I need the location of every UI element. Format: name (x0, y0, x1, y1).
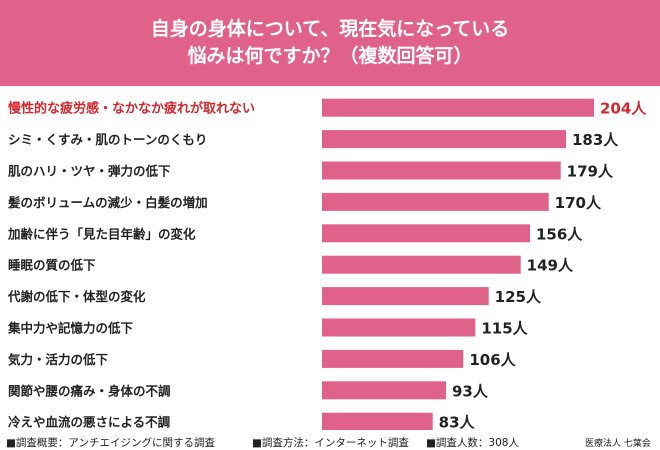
bar (322, 255, 521, 274)
title-line-2: 悩みは何ですか？（複数回答可） (187, 45, 473, 67)
category-label: 代謝の低下・体型の変化 (7, 289, 146, 304)
bar (322, 224, 530, 243)
category-label: 気力・活力の低下 (8, 352, 109, 367)
survey-overview: ■調査概要：アンチエイジングに関する調査 (6, 437, 215, 449)
source-credit: 医療法人 七葉会 (585, 439, 651, 449)
category-label: 加齢に伴う「見た目年齢」の変化 (7, 226, 196, 241)
category-label: 慢性的な疲労感・なかなか疲れが取れない (8, 101, 255, 117)
category-label: 肌のハリ・ツヤ・弾力の低下 (7, 164, 171, 179)
bar (322, 381, 446, 400)
bar (322, 192, 549, 211)
value-label: 170人 (555, 194, 602, 212)
bar (322, 161, 561, 180)
value-label: 125人 (495, 288, 542, 306)
header-banner: 自身の身体について、現在気になっている 悩みは何ですか？（複数回答可） (0, 0, 660, 86)
footer: ■調査概要：アンチエイジングに関する調査 ■調査方法：インターネット調査 ■調査… (0, 432, 660, 450)
value-label: 106人 (469, 351, 516, 369)
category-label: 髪のボリュームの減少・白髪の増加 (7, 195, 208, 210)
value-label: 204人 (600, 100, 647, 118)
category-label: 睡眠の質の低下 (8, 258, 96, 273)
survey-respondents: ■調査人数：308人 (426, 437, 519, 449)
bar (322, 130, 566, 149)
bar (322, 318, 476, 337)
bar (322, 349, 464, 368)
bar (322, 98, 594, 117)
category-label: シミ・くすみ・肌のトーンのくもり (8, 132, 207, 147)
category-label: 冷えや血流の悪さによる不調 (8, 415, 170, 430)
value-label: 156人 (536, 225, 583, 243)
value-label: 179人 (567, 163, 614, 181)
value-label: 183人 (572, 131, 619, 149)
category-label: 集中力や記憶力の低下 (7, 321, 134, 336)
title-line-1: 自身の身体について、現在気になっている (150, 18, 510, 40)
survey-method: ■調査方法：インターネット調査 (252, 437, 409, 449)
value-label: 149人 (527, 257, 574, 275)
bar (322, 412, 433, 430)
value-label: 83人 (439, 414, 476, 430)
bar (322, 287, 489, 306)
value-label: 115人 (481, 320, 528, 338)
value-label: 93人 (452, 382, 489, 400)
category-label: 関節や腰の痛み・身体の不調 (8, 383, 171, 398)
